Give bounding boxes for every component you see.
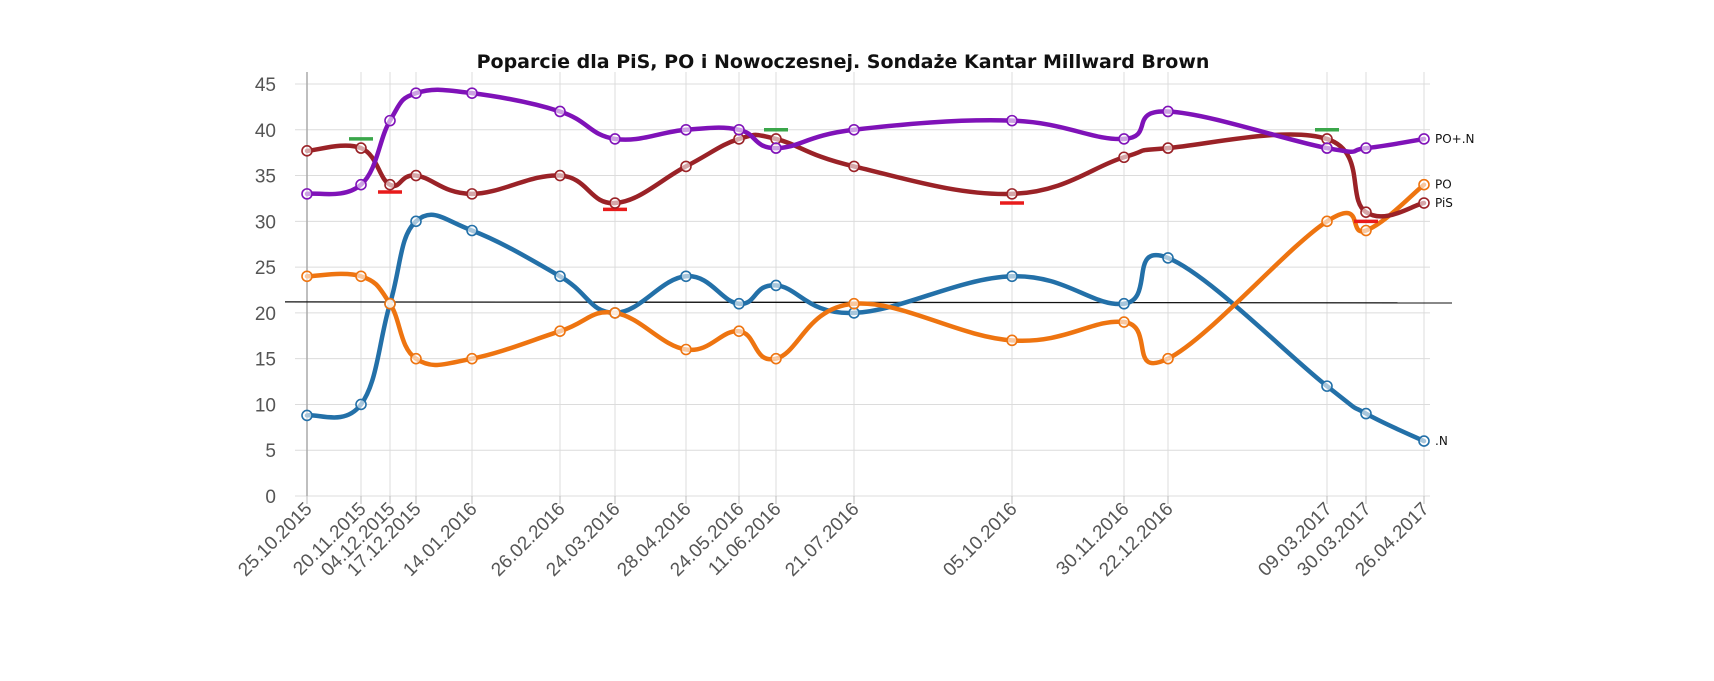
y-tick-label: 0 xyxy=(265,487,276,508)
data-point-n xyxy=(733,297,745,310)
data-point-po xyxy=(1162,352,1174,365)
y-tick-label: 5 xyxy=(265,441,276,462)
data-point-n xyxy=(466,224,478,237)
data-point-po xyxy=(355,270,367,283)
data-point-po xyxy=(1118,316,1130,328)
data-point-po-n xyxy=(466,87,478,99)
data-point-n xyxy=(1162,252,1174,264)
data-point-po xyxy=(301,270,313,283)
data-point-po xyxy=(1418,178,1430,191)
series-label-n: .N xyxy=(1435,434,1448,448)
data-point-pis xyxy=(466,188,478,200)
series-label-po: PO xyxy=(1435,178,1452,192)
data-point-n xyxy=(770,279,782,292)
data-point-po xyxy=(609,307,621,319)
x-axis-tick-labels: 25.10.201520.11.201504.12.201517.12.2015… xyxy=(234,499,1433,581)
data-point-po-n xyxy=(384,114,396,127)
y-tick-label: 45 xyxy=(255,75,276,96)
data-point-po xyxy=(384,297,396,310)
data-point-pis xyxy=(1162,142,1174,154)
data-point-po-n xyxy=(609,133,621,145)
data-point-po xyxy=(848,297,860,310)
chart-title: Poparcie dla PiS, PO i Nowoczesnej. Sond… xyxy=(477,51,1210,73)
data-point-n xyxy=(1006,270,1018,283)
data-point-po-n xyxy=(848,123,860,136)
event-markers xyxy=(349,128,1378,224)
data-point-po xyxy=(1321,215,1333,228)
series-points xyxy=(301,87,1430,447)
y-tick-label: 15 xyxy=(255,350,276,371)
data-point-pis xyxy=(1006,188,1018,200)
horizontal-gridlines xyxy=(295,83,1430,497)
data-point-n xyxy=(1418,435,1430,447)
data-point-po-n xyxy=(1418,133,1430,145)
data-point-po-n xyxy=(1006,114,1018,127)
data-point-po-n xyxy=(1118,133,1130,145)
data-point-po xyxy=(466,352,478,365)
data-point-po-n xyxy=(355,178,367,191)
data-point-po-n xyxy=(1321,142,1333,154)
data-point-pis xyxy=(410,169,422,182)
data-point-po xyxy=(554,325,566,338)
data-point-n xyxy=(680,270,692,283)
series-line-n xyxy=(304,212,1427,444)
data-point-po-n xyxy=(733,123,745,136)
series-line-po-n xyxy=(304,87,1427,197)
y-tick-label: 10 xyxy=(255,395,276,416)
x-tick-label: 05.10.2016 xyxy=(939,499,1021,581)
data-point-po-n xyxy=(410,87,422,99)
data-point-pis xyxy=(554,169,566,182)
data-point-pis xyxy=(1418,197,1430,209)
data-point-n xyxy=(355,398,367,411)
data-point-pis xyxy=(680,160,692,173)
data-point-po xyxy=(733,325,745,338)
data-point-po xyxy=(410,352,422,365)
series-lines xyxy=(304,87,1427,444)
data-point-n xyxy=(1321,380,1333,392)
data-point-pis xyxy=(1360,206,1372,218)
data-point-po-n xyxy=(1360,142,1372,154)
series-label-po-n: PO+.N xyxy=(1435,132,1475,146)
y-tick-label: 20 xyxy=(255,304,276,325)
data-point-po xyxy=(1006,334,1018,347)
data-point-n xyxy=(301,409,313,422)
data-point-po-n xyxy=(770,142,782,154)
data-point-po-n xyxy=(301,188,313,200)
y-tick-label: 30 xyxy=(255,212,276,233)
series-label-pis: PiS xyxy=(1435,196,1453,210)
data-point-pis xyxy=(301,145,313,157)
series-line-po xyxy=(304,182,1427,368)
x-tick-label: 21.07.2016 xyxy=(781,499,863,581)
series-end-labels: .N PO PiS PO+.N xyxy=(1435,132,1475,448)
data-point-pis xyxy=(355,142,367,154)
y-tick-label: 25 xyxy=(255,258,276,279)
data-point-pis xyxy=(1118,151,1130,164)
data-point-po xyxy=(680,343,692,356)
data-point-po-n xyxy=(554,105,566,118)
y-tick-label: 35 xyxy=(255,167,276,188)
data-point-po xyxy=(770,352,782,365)
data-point-n xyxy=(410,215,422,228)
y-axis-tick-labels: 0 5 10 15 20 25 30 35 40 45 xyxy=(255,75,276,508)
data-point-n xyxy=(554,270,566,283)
data-point-n xyxy=(1360,407,1372,420)
data-point-pis xyxy=(384,178,396,191)
data-point-po-n xyxy=(1162,105,1174,118)
y-tick-label: 40 xyxy=(255,121,276,142)
data-point-po-n xyxy=(680,123,692,136)
data-point-pis xyxy=(609,197,621,209)
data-point-n xyxy=(1118,297,1130,310)
data-point-po xyxy=(1360,224,1372,237)
data-point-pis xyxy=(848,160,860,173)
